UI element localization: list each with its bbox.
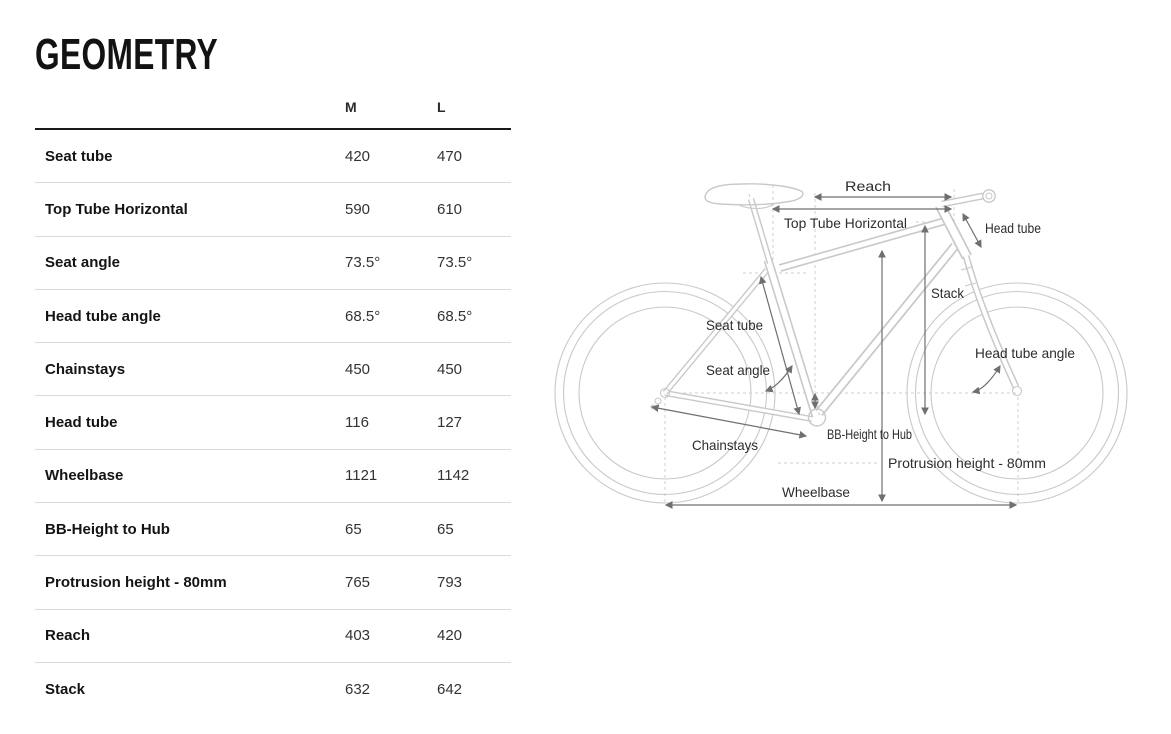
column-header-m: M xyxy=(345,99,357,115)
diagram-label-reach: Reach xyxy=(845,178,891,194)
diagram-label-head-tube-angle: Head tube angle xyxy=(975,345,1075,361)
head-tube-arrow xyxy=(962,212,982,249)
spec-value-l: 450 xyxy=(437,360,463,378)
spec-value-l: 127 xyxy=(437,414,463,432)
spec-value-m: 68.5° xyxy=(345,307,381,325)
table-row: Wheelbase 1121 1142 xyxy=(35,450,511,504)
spec-label: Seat angle xyxy=(45,254,121,272)
table-row: Protrusion height - 80mm 765 793 xyxy=(35,556,511,610)
spec-value-l: 420 xyxy=(437,627,463,645)
spec-label: Reach xyxy=(45,627,91,645)
spec-value-m: 420 xyxy=(345,147,371,165)
page-title: GEOMETRY xyxy=(35,30,219,79)
diagram-label-stack: Stack xyxy=(931,285,965,301)
table-row: BB-Height to Hub 65 65 xyxy=(35,503,511,557)
spec-value-l: 65 xyxy=(437,520,454,538)
spec-value-m: 765 xyxy=(345,574,371,592)
spec-value-m: 590 xyxy=(345,200,371,218)
spec-value-l: 793 xyxy=(437,574,463,592)
spec-value-l: 73.5° xyxy=(437,254,473,272)
seat-tube-arrow xyxy=(759,275,801,416)
spec-label: Chainstays xyxy=(45,360,126,378)
dimension-arrows xyxy=(650,193,1018,509)
table-row: Chainstays 450 450 xyxy=(35,343,511,397)
spec-value-m: 65 xyxy=(345,520,362,538)
spec-label: Wheelbase xyxy=(45,467,124,485)
table-row: Seat angle 73.5° 73.5° xyxy=(35,237,511,290)
spec-value-l: 470 xyxy=(437,147,463,165)
spec-value-m: 632 xyxy=(345,681,371,699)
spec-value-m: 450 xyxy=(345,360,371,378)
column-header-l: L xyxy=(437,99,446,115)
table-row: Reach 403 420 xyxy=(35,610,511,663)
diagram-label-seat-angle: Seat angle xyxy=(706,362,770,378)
spec-value-l: 1142 xyxy=(437,467,470,485)
spec-label: Protrusion height - 80mm xyxy=(45,574,227,592)
spec-value-l: 68.5° xyxy=(437,307,473,325)
table-row: Stack 632 642 xyxy=(35,663,511,716)
diagram-label-head-tube: Head tube xyxy=(985,220,1041,236)
geometry-table: M L Seat tube 420 470 Top Tube Horizonta… xyxy=(35,86,511,716)
spec-value-l: 642 xyxy=(437,681,463,699)
diagram-label-top-tube: Top Tube Horizontal xyxy=(784,215,907,231)
table-row: Head tube 116 127 xyxy=(35,396,511,450)
table-row: Head tube angle 68.5° 68.5° xyxy=(35,290,511,344)
table-header-row: M L xyxy=(35,86,511,130)
head-tube-angle-arc xyxy=(971,365,1001,395)
diagram-labels: Reach Top Tube Horizontal Head tube Stac… xyxy=(692,178,1075,500)
table-row: Top Tube Horizontal 590 610 xyxy=(35,183,511,237)
spec-label: Top Tube Horizontal xyxy=(45,200,188,218)
spec-label: Stack xyxy=(45,681,86,699)
spec-value-l: 610 xyxy=(437,200,463,218)
spec-label: Head tube angle xyxy=(45,307,161,325)
diagram-label-bb-height: BB-Height to Hub xyxy=(827,426,912,442)
handlebar xyxy=(982,189,996,203)
spec-label: Seat tube xyxy=(45,147,113,165)
seat-angle-arc xyxy=(764,365,793,393)
spec-label: Head tube xyxy=(45,414,118,432)
saddle xyxy=(704,183,804,210)
spec-value-m: 73.5° xyxy=(345,254,381,272)
diagram-label-chainstays: Chainstays xyxy=(692,437,758,453)
spec-label: BB-Height to Hub xyxy=(45,520,170,538)
spec-value-m: 1121 xyxy=(345,467,378,485)
diagram-label-protrusion: Protrusion height - 80mm xyxy=(888,455,1046,471)
diagram-label-wheelbase: Wheelbase xyxy=(782,484,850,500)
spec-value-m: 116 xyxy=(345,414,369,432)
table-row: Seat tube 420 470 xyxy=(35,130,511,184)
spec-value-m: 403 xyxy=(345,627,371,645)
chainstays-arrow xyxy=(650,404,808,439)
diagram-label-seat-tube: Seat tube xyxy=(706,317,763,333)
